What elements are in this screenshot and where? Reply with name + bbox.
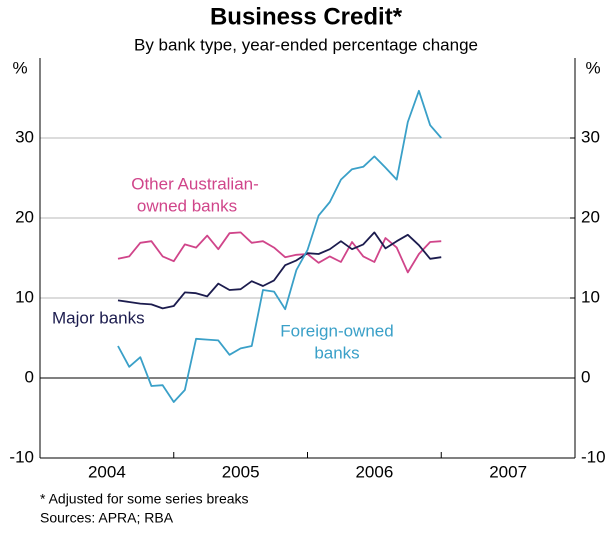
footnote: * Adjusted for some series breaks — [40, 491, 249, 507]
y2-tick-label: 0 — [581, 367, 590, 386]
y2-axis-label: % — [585, 58, 600, 77]
y-axis-label: % — [12, 58, 27, 77]
y-tick-label: -10 — [9, 447, 34, 466]
y2-tick-label: 30 — [581, 127, 600, 146]
series-line — [117, 231, 442, 310]
chart-title: Business Credit* — [210, 3, 403, 30]
x-tick-label: 2005 — [222, 462, 260, 481]
y-tick-label: 0 — [25, 367, 34, 386]
x-tick-label: 2007 — [489, 462, 527, 481]
y-tick-label: 30 — [15, 127, 34, 146]
series-label: Foreign-owned — [280, 321, 393, 340]
y2-tick-label: 20 — [581, 207, 600, 226]
footnote: Sources: APRA; RBA — [40, 510, 174, 526]
y-tick-label: 10 — [15, 287, 34, 306]
x-tick-label: 2006 — [355, 462, 393, 481]
y-tick-label: 20 — [15, 207, 34, 226]
series-label: Major banks — [52, 308, 145, 327]
y2-tick-label: 10 — [581, 287, 600, 306]
series-line — [117, 231, 442, 274]
series-label: Other Australian- — [131, 174, 259, 193]
series-line — [117, 89, 442, 403]
series-label: banks — [314, 343, 359, 362]
x-tick-label: 2004 — [88, 462, 126, 481]
chart-subtitle: By bank type, year-ended percentage chan… — [134, 35, 478, 54]
y2-tick-label: -10 — [581, 447, 606, 466]
series-label: owned banks — [137, 196, 237, 215]
